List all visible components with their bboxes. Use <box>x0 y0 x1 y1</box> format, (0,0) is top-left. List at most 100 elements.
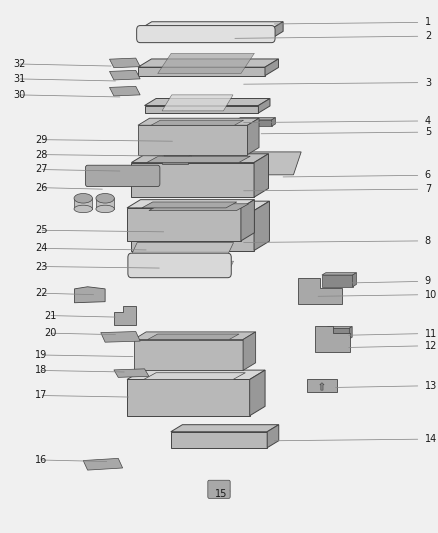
Text: 10: 10 <box>425 290 437 300</box>
Text: 9: 9 <box>425 277 431 286</box>
Polygon shape <box>83 458 123 470</box>
Polygon shape <box>265 59 279 76</box>
Text: 12: 12 <box>425 341 437 351</box>
Polygon shape <box>74 287 105 303</box>
Polygon shape <box>325 328 350 339</box>
Text: 24: 24 <box>35 244 47 253</box>
Text: 11: 11 <box>425 329 437 338</box>
Polygon shape <box>138 118 259 125</box>
FancyBboxPatch shape <box>208 480 230 498</box>
Ellipse shape <box>96 193 114 203</box>
Polygon shape <box>272 118 276 126</box>
Polygon shape <box>237 118 276 120</box>
Polygon shape <box>110 58 140 68</box>
Polygon shape <box>110 86 140 96</box>
Polygon shape <box>134 332 256 340</box>
Polygon shape <box>267 425 279 448</box>
Polygon shape <box>145 106 258 113</box>
Polygon shape <box>241 152 301 175</box>
Polygon shape <box>322 273 357 275</box>
Polygon shape <box>127 370 265 379</box>
Polygon shape <box>162 157 188 164</box>
Polygon shape <box>140 29 272 38</box>
Polygon shape <box>298 278 342 304</box>
FancyBboxPatch shape <box>137 26 275 43</box>
Text: 4: 4 <box>425 116 431 126</box>
Text: 13: 13 <box>425 381 437 391</box>
Polygon shape <box>353 273 357 287</box>
Text: 25: 25 <box>35 225 48 235</box>
Text: 6: 6 <box>425 171 431 180</box>
Text: 20: 20 <box>44 328 56 338</box>
Text: 1: 1 <box>425 18 431 27</box>
Polygon shape <box>131 154 268 163</box>
Ellipse shape <box>74 205 92 213</box>
Text: 27: 27 <box>35 165 48 174</box>
Polygon shape <box>131 163 254 197</box>
Polygon shape <box>151 120 244 125</box>
Polygon shape <box>114 306 136 325</box>
Text: 14: 14 <box>425 434 437 444</box>
Text: 7: 7 <box>425 184 431 194</box>
Polygon shape <box>322 275 353 287</box>
Text: 15: 15 <box>215 489 228 499</box>
Text: 28: 28 <box>35 150 47 159</box>
Polygon shape <box>241 200 254 241</box>
Polygon shape <box>254 154 268 197</box>
Polygon shape <box>127 200 254 208</box>
Polygon shape <box>149 204 249 211</box>
Text: 30: 30 <box>13 90 25 100</box>
Polygon shape <box>162 95 233 111</box>
Polygon shape <box>138 125 247 155</box>
Polygon shape <box>188 155 191 164</box>
Polygon shape <box>145 99 270 106</box>
Ellipse shape <box>74 193 92 203</box>
FancyBboxPatch shape <box>85 165 160 187</box>
Text: 17: 17 <box>35 391 47 400</box>
Polygon shape <box>171 432 267 448</box>
Text: 26: 26 <box>35 183 47 192</box>
Text: 8: 8 <box>425 236 431 246</box>
Bar <box>74 198 92 209</box>
Polygon shape <box>131 261 233 273</box>
Polygon shape <box>147 156 250 163</box>
Polygon shape <box>114 369 149 377</box>
Polygon shape <box>247 118 259 155</box>
Polygon shape <box>148 334 239 340</box>
Polygon shape <box>254 201 269 251</box>
Polygon shape <box>325 327 352 328</box>
Polygon shape <box>140 22 283 29</box>
Polygon shape <box>158 53 254 74</box>
FancyBboxPatch shape <box>128 253 231 278</box>
Polygon shape <box>138 59 279 67</box>
Text: 2: 2 <box>425 31 431 41</box>
Polygon shape <box>127 208 241 241</box>
Polygon shape <box>101 332 140 342</box>
Text: 19: 19 <box>35 350 47 360</box>
Polygon shape <box>171 425 279 432</box>
Bar <box>96 198 114 209</box>
Polygon shape <box>307 379 337 392</box>
Polygon shape <box>127 379 250 416</box>
Text: 23: 23 <box>35 262 47 271</box>
Polygon shape <box>162 155 191 157</box>
Polygon shape <box>131 201 269 211</box>
Polygon shape <box>131 211 254 251</box>
Text: 22: 22 <box>35 288 48 298</box>
Ellipse shape <box>96 205 114 213</box>
Polygon shape <box>144 373 245 379</box>
Polygon shape <box>272 22 283 38</box>
Text: 5: 5 <box>425 127 431 137</box>
Polygon shape <box>350 327 352 339</box>
Text: 21: 21 <box>44 311 56 320</box>
Polygon shape <box>243 332 256 370</box>
Polygon shape <box>315 326 350 352</box>
Polygon shape <box>138 67 265 76</box>
Text: 32: 32 <box>13 59 25 69</box>
Polygon shape <box>131 243 233 255</box>
Polygon shape <box>110 70 140 80</box>
Polygon shape <box>134 340 243 370</box>
Text: 3: 3 <box>425 78 431 87</box>
Text: 31: 31 <box>13 74 25 84</box>
Polygon shape <box>258 99 270 113</box>
